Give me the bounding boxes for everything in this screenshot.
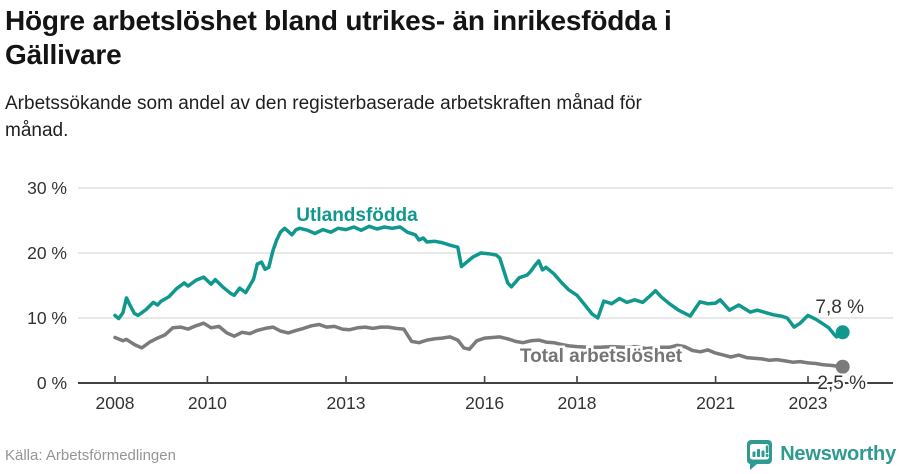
x-tick-label-2023: 2023 <box>789 393 828 413</box>
newsworthy-bubble-icon <box>747 440 773 470</box>
subtitle-line-1: Arbetssökande som andel av den registerb… <box>5 93 642 114</box>
brand-name: Newsworthy <box>780 442 896 465</box>
end-value-label-total-arbetsl-shet: 2,5 % <box>817 373 866 394</box>
x-tick-label-2013: 2013 <box>327 393 366 413</box>
page-title: Högre arbetslöshet bland utrikes- än inr… <box>5 4 885 72</box>
series-label-total-arbetsl-shet: Total arbetslöshet <box>520 346 683 367</box>
x-tick-label-2010: 2010 <box>188 393 227 413</box>
x-tick-label-2008: 2008 <box>96 393 135 413</box>
y-tick-label-30: 30 % <box>27 178 67 198</box>
title-line-2: Gällivare <box>5 39 122 70</box>
x-tick-label-2018: 2018 <box>558 393 597 413</box>
end-dot-total-arbetsl-shet <box>835 359 850 374</box>
series-label-utlandsf-dda: Utlandsfödda <box>296 205 418 226</box>
subtitle-line-2: månad. <box>5 120 69 141</box>
x-tick-label-2016: 2016 <box>465 393 504 413</box>
title-line-1: Högre arbetslöshet bland utrikes- än inr… <box>5 5 672 36</box>
y-tick-label-0: 0 % <box>37 373 67 393</box>
chart-subtitle: Arbetssökande som andel av den registerb… <box>5 90 865 144</box>
x-tick-label-2021: 2021 <box>696 393 735 413</box>
series-line-utlandsf-dda <box>113 224 845 339</box>
y-tick-label-10: 10 % <box>27 308 67 328</box>
y-tick-label-20: 20 % <box>27 243 67 263</box>
source-note: Källa: Arbetsförmedlingen <box>5 447 176 464</box>
series-line-total-arbetsl-shet <box>113 321 845 369</box>
end-dot-utlandsf-dda <box>835 325 850 340</box>
newsworthy-logo[interactable]: Newsworthy <box>744 438 896 470</box>
end-value-label-utlandsf-dda: 7,8 % <box>815 297 864 318</box>
